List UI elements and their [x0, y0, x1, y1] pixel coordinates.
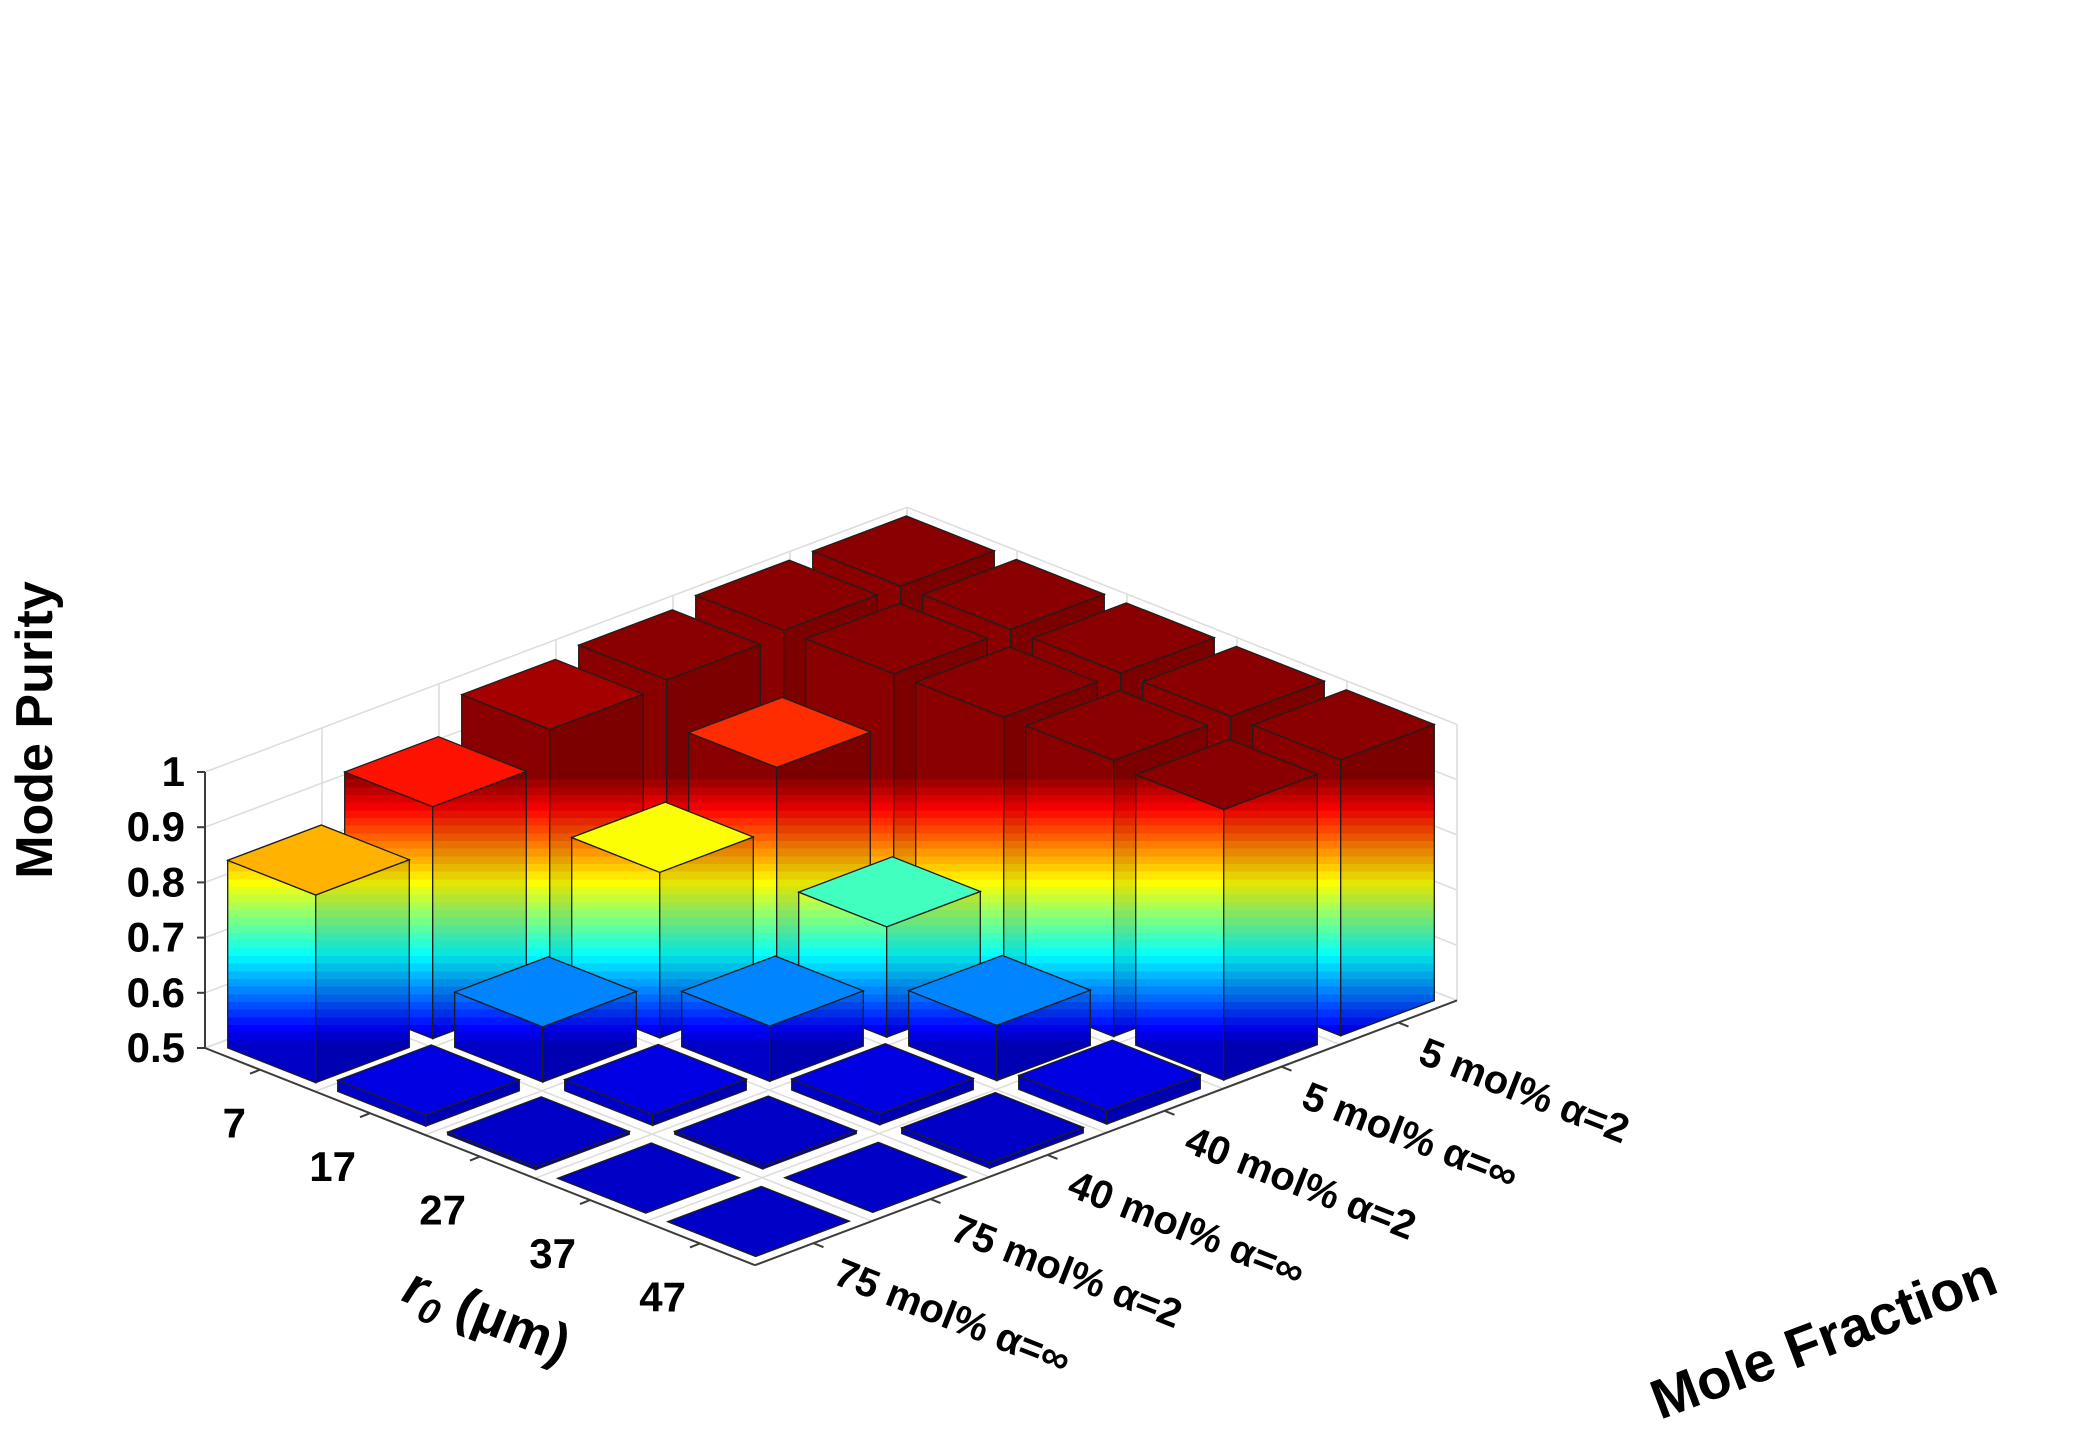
bar-face-top [899, 1091, 1086, 1164]
grid-line [906, 506, 1458, 726]
x-tick-mark [579, 1199, 591, 1205]
z-tick-label: 0.7 [127, 914, 185, 961]
bar-face-top [335, 1044, 522, 1116]
x-tick-label: 37 [529, 1230, 576, 1277]
bar-face-front [227, 859, 317, 1084]
bar-face-top [576, 609, 763, 681]
axis-line [754, 999, 1458, 1267]
z-tick-label: 0.5 [127, 1024, 185, 1071]
grid-line [204, 506, 908, 773]
bar-face-top [906, 954, 1093, 1027]
y-tick-mark [1281, 1065, 1292, 1072]
bar [782, 1141, 969, 1213]
bar-face-top [796, 856, 983, 928]
bar-face-top [445, 1096, 632, 1168]
bar-face-front [1135, 773, 1225, 1081]
z-tick-label: 0.8 [127, 858, 185, 905]
bar-face-side [1223, 773, 1318, 1081]
x-tick-mark [469, 1155, 481, 1162]
bar-face-top [452, 956, 639, 1028]
y-axis-title: Mole Fraction [1642, 1244, 2005, 1431]
z-tick-label: 1 [162, 748, 185, 795]
bar-face-top [1140, 645, 1327, 718]
bar [569, 801, 756, 1039]
x-tick-label: 27 [419, 1187, 466, 1234]
bar [562, 1043, 749, 1127]
bar-face-top [1030, 602, 1217, 674]
bar-face-top [1250, 689, 1437, 761]
y-tick-mark [1164, 1109, 1175, 1116]
z-tick-label: 0.6 [127, 969, 185, 1016]
bar-face-top [693, 559, 880, 631]
bar-face-top [1133, 738, 1320, 811]
bar-face-top [459, 658, 646, 731]
bar-face-top [672, 1095, 859, 1167]
bar-face-top [679, 955, 866, 1027]
y-tick-mark [1398, 1021, 1409, 1028]
x-axis-title-unit: (μm) [434, 1270, 579, 1374]
bars [225, 515, 1437, 1258]
bar-face-top [782, 1141, 969, 1213]
bar [555, 1142, 742, 1214]
bar [335, 1044, 522, 1128]
y-tick-mark [930, 1198, 941, 1204]
bar [672, 1095, 859, 1170]
bar [452, 956, 639, 1083]
y-tick-mark [1047, 1153, 1058, 1160]
bar-face-top [555, 1142, 742, 1214]
bar-face-side [315, 858, 410, 1084]
bar-face-top [562, 1043, 749, 1116]
bar-face-top [913, 646, 1100, 718]
z-axis-title: Mode Purity [6, 581, 64, 879]
bar [679, 955, 866, 1083]
bar-face-top [1023, 689, 1210, 762]
x-tick-mark [359, 1112, 371, 1119]
x-tick-label: 7 [223, 1100, 246, 1147]
x-tick-mark [689, 1242, 701, 1249]
bar-face-top [1016, 1039, 1203, 1111]
x-tick-label: 17 [309, 1143, 356, 1190]
bar-face-top [803, 602, 990, 675]
bar [225, 824, 412, 1084]
bar-face-top [789, 1043, 976, 1115]
bar [906, 954, 1093, 1082]
bar [1016, 1039, 1203, 1126]
bar [899, 1091, 1086, 1170]
bar [665, 1185, 852, 1258]
bar [1133, 738, 1320, 1081]
x-tick-label: 47 [639, 1273, 686, 1320]
bar-face-top [569, 801, 756, 873]
z-tick-label: 0.9 [127, 803, 185, 850]
bar [445, 1096, 632, 1171]
bar-face-top [342, 736, 529, 808]
bar [789, 1043, 976, 1126]
bar-face-top [665, 1185, 852, 1258]
bar-face-top [686, 696, 873, 769]
bar-face-side [1340, 723, 1435, 1037]
bar-face-top [810, 515, 997, 587]
y-tick-mark [813, 1242, 824, 1249]
x-tick-mark [249, 1068, 261, 1075]
grid-line [321, 1003, 873, 1222]
bar-face-top [920, 558, 1107, 631]
bar-face-top [225, 824, 412, 896]
